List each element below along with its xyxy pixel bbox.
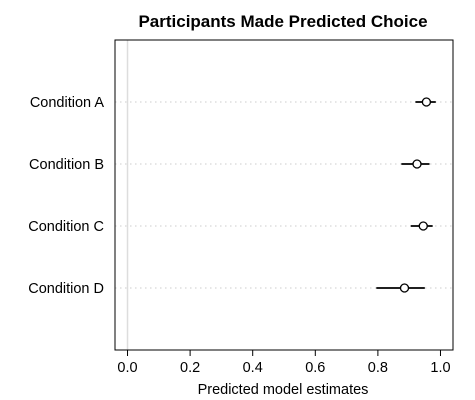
estimate-point [421,97,432,107]
category-label: Condition C [28,219,104,235]
y-axis: Condition A Condition B Condition C Conditi… [28,95,104,297]
category-label: Condition A [30,95,104,111]
plot-area [114,39,454,351]
estimate-point [412,159,422,169]
x-tick-label: 0.0 [117,360,137,376]
x-tick-label: 0.4 [243,360,263,376]
category-label: Condition B [29,157,104,173]
plot-frame [114,39,454,351]
estimate-point [399,283,410,293]
x-axis: 0.0 0.2 0.4 0.6 0.8 1.0 [117,350,451,376]
category-label: Condition D [28,281,104,297]
x-tick-label: 1.0 [430,360,450,376]
x-tick-label: 0.2 [180,360,200,376]
x-tick-label: 0.8 [368,360,388,376]
x-tick-label: 0.6 [305,360,325,376]
chart-title: Participants Made Predicted Choice [138,12,427,31]
x-axis-title: Predicted model estimates [198,382,369,398]
estimate-point [418,221,428,231]
